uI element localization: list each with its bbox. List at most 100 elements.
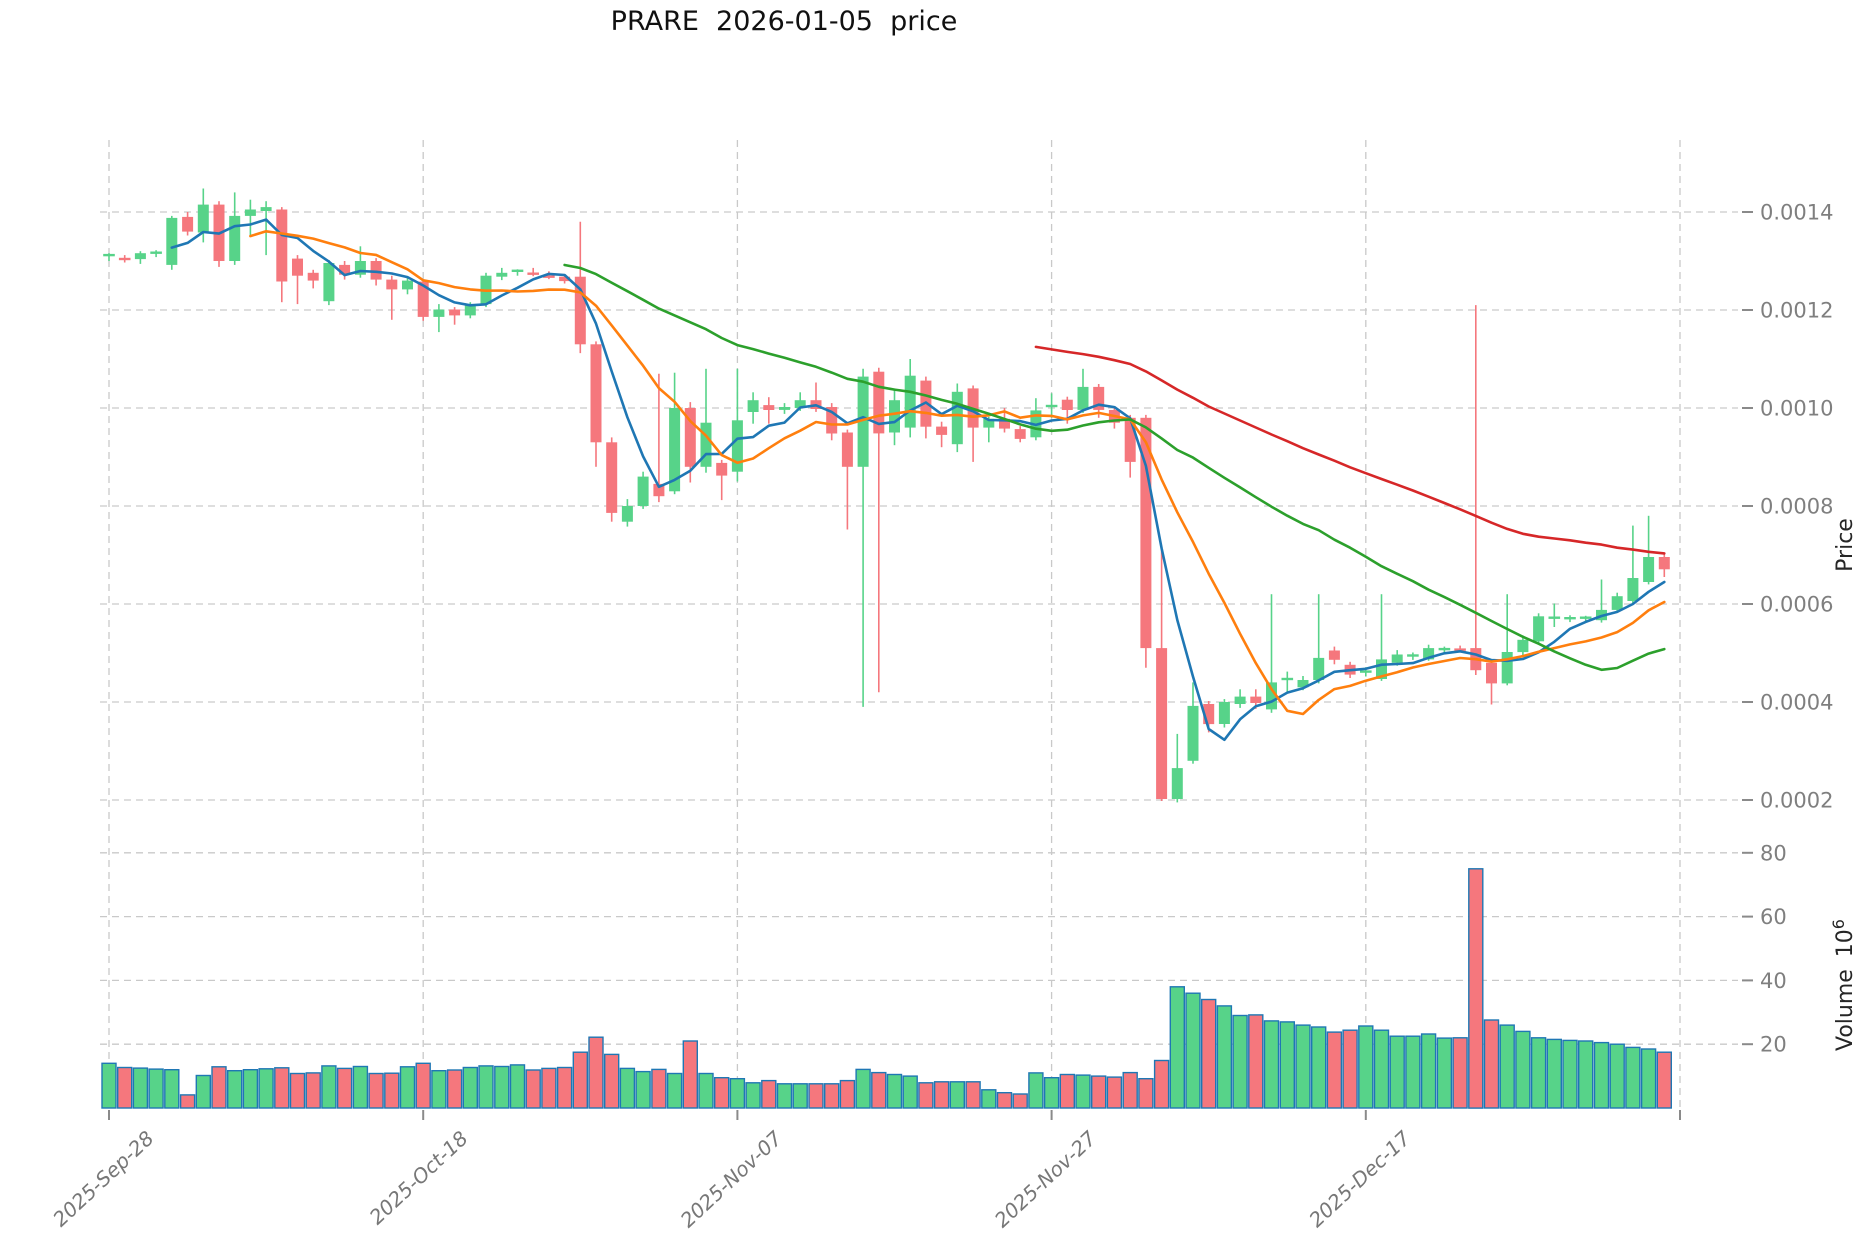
- volume-bar: [1232, 1014, 1248, 1109]
- candle-body: [1234, 696, 1246, 704]
- candle-body: [857, 376, 869, 467]
- volume-bar: [509, 1064, 526, 1109]
- volume-bar: [1530, 1037, 1547, 1109]
- candle-doji-dash: [1454, 648, 1466, 651]
- volume-bar: [1468, 868, 1484, 1109]
- volume-bar: [698, 1072, 714, 1109]
- candle-body: [1517, 639, 1529, 653]
- candle-body: [574, 276, 586, 345]
- candle-body: [1376, 659, 1387, 679]
- date-tick-label: 2025-Sep-28: [48, 1126, 158, 1231]
- volume-bar: [321, 1065, 337, 1109]
- candle-doji-dash: [527, 272, 539, 275]
- volume-bar: [1389, 1035, 1405, 1109]
- volume-bar: [1405, 1035, 1421, 1109]
- volume-bar: [635, 1070, 651, 1109]
- candle-body: [1014, 429, 1026, 439]
- candle-body: [951, 391, 963, 445]
- volume-bar: [415, 1062, 431, 1109]
- volume-bar: [164, 1068, 180, 1109]
- candle-body: [794, 400, 806, 408]
- volume-bar: [1090, 1075, 1107, 1109]
- price-tick-label: 0.0002: [1760, 789, 1833, 813]
- candle-body: [1203, 704, 1215, 725]
- volume-bar: [1452, 1037, 1468, 1109]
- volume-bar: [148, 1068, 164, 1109]
- candle-body: [134, 253, 146, 260]
- candle-body: [1627, 578, 1639, 601]
- volume-bar: [556, 1066, 573, 1109]
- volume-bar: [446, 1069, 463, 1109]
- volume-bar: [776, 1083, 793, 1109]
- candle-doji-dash: [1045, 404, 1058, 408]
- volume-bar: [1499, 1024, 1515, 1109]
- candle-body: [826, 407, 838, 434]
- volume-bar: [1012, 1093, 1028, 1109]
- volume-bar: [902, 1075, 918, 1109]
- volume-bar: [619, 1067, 636, 1109]
- date-tick-label: 2025-Nov-27: [990, 1126, 1102, 1232]
- candle-body: [1140, 417, 1152, 649]
- volume-bar: [1593, 1041, 1610, 1109]
- candle-body: [669, 408, 681, 492]
- candle-body: [1187, 705, 1199, 761]
- candle-body: [1297, 680, 1309, 688]
- volume-bar: [242, 1068, 259, 1109]
- candle-body: [197, 204, 209, 233]
- candle-body: [731, 420, 743, 472]
- candle-body: [983, 418, 995, 428]
- candle-body: [621, 506, 633, 522]
- candle-body: [244, 209, 256, 216]
- volume-bar: [336, 1067, 353, 1109]
- volume-bar: [132, 1067, 149, 1109]
- candle-doji-dash: [103, 253, 115, 257]
- volume-bar: [729, 1077, 746, 1109]
- volume-bar: [588, 1036, 604, 1109]
- candle-body: [1313, 657, 1325, 680]
- volume-axis-label: Volume 106: [1829, 919, 1858, 1051]
- candle-body: [417, 281, 429, 317]
- volume-bar: [1625, 1046, 1641, 1109]
- volume-bar: [1342, 1029, 1358, 1109]
- volume-bar: [1515, 1030, 1531, 1109]
- volume-bar: [541, 1067, 557, 1109]
- date-tick-label: 2025-Oct-18: [365, 1126, 473, 1229]
- candle-body: [1486, 662, 1497, 684]
- candle-body: [1328, 650, 1340, 660]
- volume-axis-label-word: Volume: [1833, 969, 1858, 1051]
- price-tick-label: 0.0010: [1760, 397, 1833, 421]
- volume-bar: [1248, 1014, 1264, 1109]
- volume-bar: [384, 1072, 400, 1109]
- candle-body: [354, 261, 366, 275]
- volume-bar: [682, 1040, 698, 1109]
- volume-bar: [1185, 992, 1201, 1109]
- volume-bar: [431, 1069, 447, 1109]
- candle-body: [260, 207, 272, 211]
- candle-body: [747, 400, 759, 412]
- candle-body: [1611, 596, 1623, 610]
- candle-body: [276, 209, 288, 282]
- volume-axis-scale-base: 10: [1833, 929, 1858, 957]
- volume-bar: [1106, 1076, 1123, 1109]
- candle-doji-dash: [1360, 670, 1372, 673]
- price-panel-candles: [103, 188, 1670, 803]
- candle-body: [559, 276, 571, 282]
- price-tick-label: 0.0008: [1760, 495, 1833, 519]
- candle-body: [1533, 616, 1545, 642]
- candle-body: [889, 400, 900, 433]
- volume-bar: [1609, 1043, 1625, 1109]
- chart-title: PRARE 2026-01-05 price: [610, 6, 958, 37]
- volume-bar: [1358, 1025, 1374, 1109]
- volume-bar: [572, 1051, 588, 1109]
- candle-body: [606, 442, 618, 513]
- candle-body: [464, 304, 476, 316]
- candle-body: [339, 264, 351, 275]
- candle-body: [779, 407, 790, 410]
- candle-body: [999, 418, 1010, 429]
- volume-bar: [1075, 1074, 1091, 1109]
- volume-bar: [305, 1072, 321, 1109]
- volume-bar: [1059, 1073, 1076, 1109]
- volume-bar: [368, 1072, 384, 1109]
- volume-bar: [1263, 1020, 1280, 1109]
